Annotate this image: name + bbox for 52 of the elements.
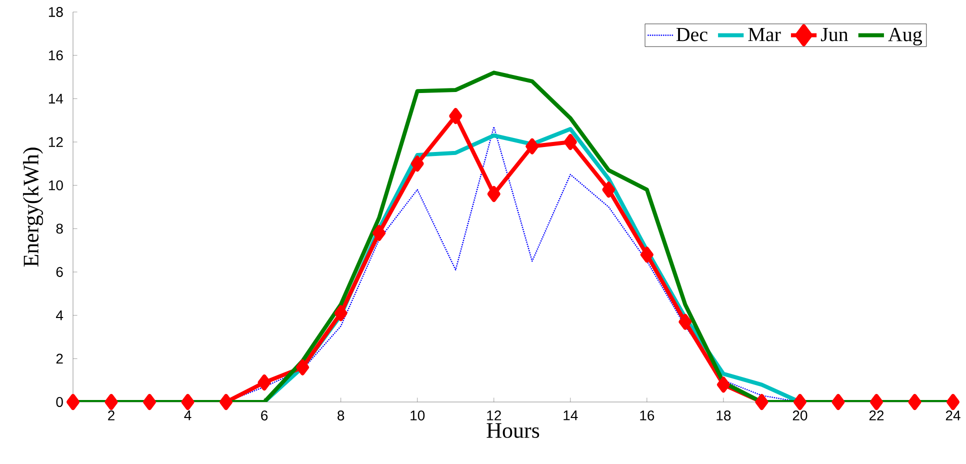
point xyxy=(908,394,922,410)
y-tick-label: 12 xyxy=(48,137,63,147)
point xyxy=(678,314,692,330)
legend-label: Aug xyxy=(888,28,922,46)
x-tick-label: 18 xyxy=(716,410,731,420)
x-tick-label: 10 xyxy=(410,410,425,420)
point xyxy=(66,394,80,410)
y-tick-label: 8 xyxy=(56,224,63,234)
point xyxy=(372,225,386,241)
point xyxy=(410,156,424,172)
x-tick-label: 2 xyxy=(108,410,114,420)
y-tick-label: 4 xyxy=(56,310,64,320)
point xyxy=(526,138,539,154)
point xyxy=(334,305,348,322)
legend-label: Jun xyxy=(820,28,848,42)
legend-label: Dec xyxy=(676,28,708,42)
point xyxy=(793,394,806,410)
y-tick-label: 16 xyxy=(48,50,63,60)
y-tick-label: 6 xyxy=(56,267,63,277)
point xyxy=(181,394,194,410)
point xyxy=(716,376,730,393)
point xyxy=(832,394,845,410)
point xyxy=(220,394,233,410)
y-tick-label: 2 xyxy=(56,354,63,364)
y-tick-label: 0 xyxy=(56,397,63,407)
point xyxy=(104,394,118,410)
x-tick-label: 14 xyxy=(564,410,578,420)
point xyxy=(640,246,654,263)
legend-label: Mar xyxy=(748,28,781,42)
point xyxy=(755,394,768,410)
x-tick-label: 24 xyxy=(946,410,960,420)
point xyxy=(487,186,500,202)
y-tick-label: 14 xyxy=(48,94,64,104)
point xyxy=(143,394,156,410)
point xyxy=(258,374,271,390)
y-tick-label: 18 xyxy=(48,7,63,17)
point xyxy=(449,108,462,124)
x-tick-label: 22 xyxy=(869,410,884,420)
x-tick-label: 16 xyxy=(640,410,654,420)
point xyxy=(602,182,616,198)
point xyxy=(564,134,577,150)
x-tick-label: 20 xyxy=(792,410,808,420)
x-axis-title: Hours xyxy=(486,423,540,438)
x-tick-label: 12 xyxy=(487,410,501,420)
x-tick-label: 4 xyxy=(184,410,192,420)
point xyxy=(870,394,883,410)
y-tick-label: 10 xyxy=(48,180,63,190)
point xyxy=(946,394,960,410)
x-tick-label: 8 xyxy=(338,410,344,420)
x-tick-label: 6 xyxy=(261,410,268,420)
y-axis-title: Energy(kWh) xyxy=(23,148,44,267)
point xyxy=(296,359,310,376)
